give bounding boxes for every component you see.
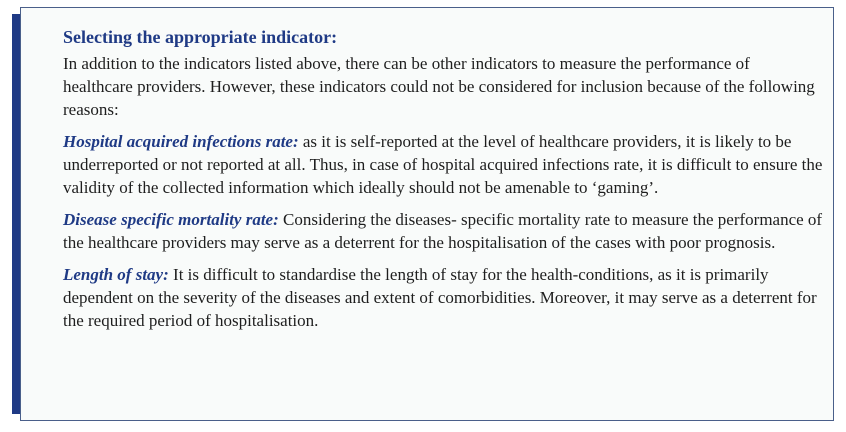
indicator-callout-box bbox=[20, 7, 834, 421]
indicator-description: as it is self-reported at the level of h… bbox=[63, 132, 823, 197]
indicator-description: Considering the diseases- specific morta… bbox=[63, 210, 823, 252]
indicator-description: It is difficult to standardise the lengt… bbox=[63, 265, 817, 330]
intro-paragraph: In addition to the indicators listed abo… bbox=[63, 54, 815, 119]
indicator-item-length-of-stay: Length of stay: It is difficult to stand… bbox=[63, 263, 823, 332]
indicator-item-hospital-infections: Hospital acquired infections rate: as it… bbox=[63, 130, 823, 199]
indicator-term: Disease specific mortality rate: bbox=[63, 210, 279, 229]
indicator-term: Length of stay: bbox=[63, 265, 169, 284]
callout-heading: Selecting the appropriate indicator: bbox=[63, 27, 338, 47]
accent-bar bbox=[12, 14, 20, 414]
callout-content: Selecting the appropriate indicator: In … bbox=[63, 26, 823, 341]
indicator-term: Hospital acquired infections rate: bbox=[63, 132, 299, 151]
indicator-item-mortality-rate: Disease specific mortality rate: Conside… bbox=[63, 208, 823, 254]
